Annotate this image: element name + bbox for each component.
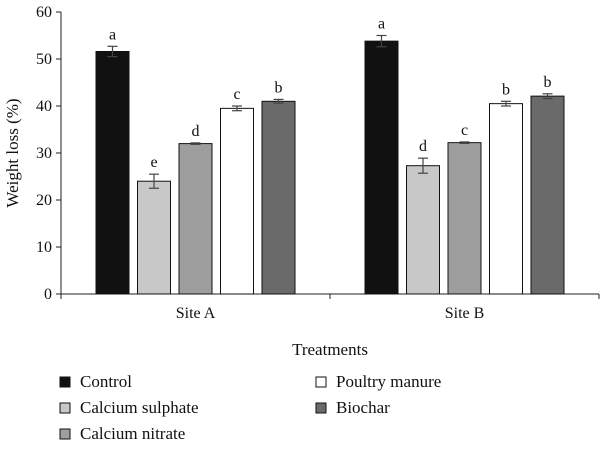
legend-label: Calcium nitrate bbox=[80, 424, 185, 443]
bar bbox=[447, 142, 482, 295]
legend-swatch bbox=[315, 376, 327, 388]
bar bbox=[530, 95, 565, 295]
legend-swatch bbox=[315, 402, 327, 414]
legend-label: Poultry manure bbox=[336, 372, 441, 391]
y-tick-label: 50 bbox=[36, 51, 52, 68]
legend: Control Calcium sulphate Calcium nitrate Po… bbox=[59, 372, 441, 443]
y-axis-title: Weight loss (%) bbox=[3, 98, 22, 207]
bar bbox=[178, 143, 213, 295]
bar bbox=[489, 103, 523, 295]
bar bbox=[220, 107, 254, 295]
bar bbox=[137, 180, 171, 295]
legend-swatch bbox=[59, 376, 71, 388]
significance-letter: d bbox=[419, 138, 427, 155]
legend-label: Biochar bbox=[336, 398, 390, 417]
significance-letter: b bbox=[502, 81, 510, 98]
legend-label: Calcium sulphate bbox=[80, 398, 199, 417]
x-axis-title: Treatments bbox=[292, 340, 368, 359]
y-tick-label: 40 bbox=[36, 98, 52, 115]
legend-swatch bbox=[59, 402, 71, 414]
y-tick-label: 30 bbox=[36, 145, 52, 162]
significance-letter: d bbox=[192, 123, 200, 140]
legend-swatch bbox=[59, 428, 71, 440]
labels-layer: 0 10 20 30 40 50 60 a e d c b Site A a d c b b Site B Treat… bbox=[3, 4, 552, 359]
bars-layer bbox=[95, 34, 565, 295]
significance-letter: a bbox=[378, 16, 385, 33]
significance-letter: c bbox=[233, 86, 240, 103]
y-tick-label: 10 bbox=[36, 239, 52, 256]
y-tick-label: 0 bbox=[44, 286, 52, 303]
significance-letter: b bbox=[275, 79, 283, 96]
y-tick-label: 60 bbox=[36, 4, 52, 21]
bar bbox=[406, 165, 440, 295]
bar bbox=[261, 100, 296, 295]
legend-label: Control bbox=[80, 372, 132, 391]
y-tick-label: 20 bbox=[36, 192, 52, 209]
bar bbox=[95, 50, 130, 295]
x-tick-label: Site A bbox=[176, 305, 216, 322]
significance-letter: c bbox=[461, 122, 468, 139]
x-tick-label: Site B bbox=[445, 305, 485, 322]
bar bbox=[364, 40, 399, 295]
significance-letter: a bbox=[109, 26, 116, 43]
significance-letter: b bbox=[544, 74, 552, 91]
significance-letter: e bbox=[150, 154, 157, 171]
